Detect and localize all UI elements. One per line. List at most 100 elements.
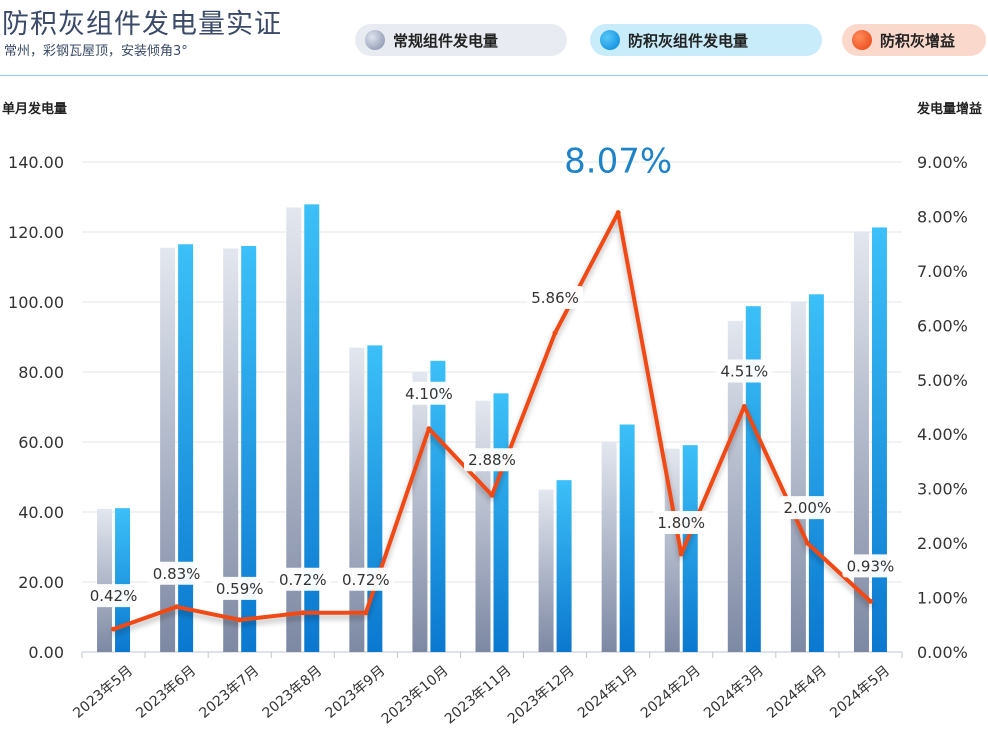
gain-label: 4.10% xyxy=(405,385,453,403)
x-category-label: 2024年1月 xyxy=(575,663,641,722)
gain-label-bg xyxy=(653,511,710,534)
x-category-label: 2023年7月 xyxy=(196,663,262,722)
gain-label: 0.72% xyxy=(279,571,327,589)
gain-point xyxy=(111,626,117,632)
x-category-label: 2023年11月 xyxy=(442,663,515,728)
x-category-label: 2024年5月 xyxy=(827,663,893,722)
bar-dustproof xyxy=(745,306,761,652)
y-right-tick-label: 1.00% xyxy=(917,589,968,608)
bar-dustproof xyxy=(871,227,887,652)
gain-label-bg xyxy=(400,381,457,405)
gain-label-bg xyxy=(274,567,331,591)
header-divider xyxy=(0,75,988,76)
bar-dustproof xyxy=(304,204,320,652)
gain-label: 0.83% xyxy=(153,565,201,583)
gain-label-bg xyxy=(716,359,773,383)
bar-normal xyxy=(223,248,239,652)
y-left-tick-label: 100.00 xyxy=(8,293,64,312)
bar-normal xyxy=(538,489,554,652)
y-left-tick-label: 60.00 xyxy=(18,433,64,452)
bar-normal xyxy=(601,441,617,652)
gain-label: 4.51% xyxy=(720,362,768,380)
x-category-label: 2023年8月 xyxy=(259,663,325,722)
y-right-tick-label: 9.00% xyxy=(917,153,968,172)
bar-dustproof xyxy=(178,244,194,652)
gain-point xyxy=(741,403,747,409)
legend-normal-label: 常规组件发电量 xyxy=(393,31,499,50)
gain-label: 0.42% xyxy=(90,587,138,605)
gain-label-bg xyxy=(148,561,205,585)
bar-normal xyxy=(349,347,365,652)
grid-lines xyxy=(82,161,902,653)
legend-dustproof-swatch xyxy=(600,30,620,50)
bar-normal xyxy=(727,320,743,652)
bar-dustproof xyxy=(556,480,572,652)
gain-point xyxy=(237,617,243,623)
bar-dustproof xyxy=(619,424,635,652)
gain-label: 1.80% xyxy=(657,514,705,532)
gain-label-bg xyxy=(527,285,584,309)
y-right-tick-label: 4.00% xyxy=(917,425,968,444)
bar-dustproof xyxy=(808,294,824,652)
gain-point xyxy=(300,610,306,616)
gain-point xyxy=(867,598,873,604)
bar-dustproof xyxy=(493,393,509,652)
y-right-tick-label: 0.00% xyxy=(917,643,968,662)
y-right-tick-label: 7.00% xyxy=(917,262,968,281)
legend-item-dustproof[interactable]: 防积灰组件发电量 xyxy=(590,24,822,56)
x-category-label: 2024年3月 xyxy=(701,663,767,722)
legend-item-gain[interactable]: 防积灰增益 xyxy=(842,24,986,56)
x-category-label: 2023年6月 xyxy=(133,663,199,722)
y-left-tick-label: 0.00 xyxy=(28,643,64,662)
legend-dustproof-label: 防积灰组件发电量 xyxy=(628,31,749,50)
gain-label: 0.93% xyxy=(847,557,895,575)
gain-label: 0.72% xyxy=(342,571,390,589)
bar-normal xyxy=(97,508,113,652)
bar-normal xyxy=(412,372,428,652)
gain-point xyxy=(174,604,180,610)
y-right-tick-label: 3.00% xyxy=(917,480,968,499)
gain-label-bg xyxy=(779,496,836,520)
gain-line xyxy=(111,210,873,632)
y-left-tick-label: 80.00 xyxy=(18,363,64,382)
chart-subtitle: 常州，彩钢瓦屋顶，安装倾角3° xyxy=(4,44,188,59)
gain-point xyxy=(426,426,432,432)
y-right-tick-label: 5.00% xyxy=(917,371,968,390)
gain-point xyxy=(552,330,558,336)
legend-normal-swatch xyxy=(365,30,385,50)
y-axis-left-title: 单月发电量 xyxy=(2,102,68,117)
bars xyxy=(97,204,887,653)
gain-label-bg xyxy=(211,576,268,600)
gain-label: 5.86% xyxy=(531,289,579,307)
x-category-label: 2024年2月 xyxy=(638,663,704,722)
gain-labels: 0.42% 0.83% 0.59% 0.72% 0.72% 4.10% 2.88% 5.86%… xyxy=(85,142,899,608)
legend-item-normal[interactable]: 常规组件发电量 xyxy=(355,24,567,56)
bar-dustproof xyxy=(682,445,698,652)
y-right-tick-label: 6.00% xyxy=(917,316,968,335)
gain-label-bg xyxy=(464,448,520,472)
y-right-tick-label: 8.00% xyxy=(917,207,968,226)
bar-normal xyxy=(286,207,302,652)
chart-title: 防积灰组件发电量实证 xyxy=(2,9,282,40)
x-category-label: 2023年12月 xyxy=(505,663,578,728)
y-axis-right-title: 发电量增益 xyxy=(916,102,982,117)
y-left-tick-label: 40.00 xyxy=(18,503,64,522)
x-category-label: 2023年9月 xyxy=(323,663,389,722)
y-right-tick-label: 2.00% xyxy=(917,534,968,553)
gain-label-highlight: 8.07% xyxy=(564,142,672,182)
gain-label: 0.59% xyxy=(216,580,264,598)
gain-label: 2.88% xyxy=(468,451,516,469)
gain-label-bg xyxy=(842,554,899,578)
gain-label: 2.00% xyxy=(784,499,832,517)
gain-point xyxy=(489,492,495,498)
legend-gain-label: 防积灰增益 xyxy=(880,31,956,50)
bar-normal xyxy=(853,231,869,653)
bar-normal xyxy=(664,448,680,652)
bar-dustproof xyxy=(241,246,257,652)
bar-normal xyxy=(790,301,806,652)
gain-point xyxy=(363,610,369,616)
gain-label-bg xyxy=(337,567,394,591)
bar-normal xyxy=(475,400,491,652)
x-category-label: 2023年10月 xyxy=(379,663,452,728)
